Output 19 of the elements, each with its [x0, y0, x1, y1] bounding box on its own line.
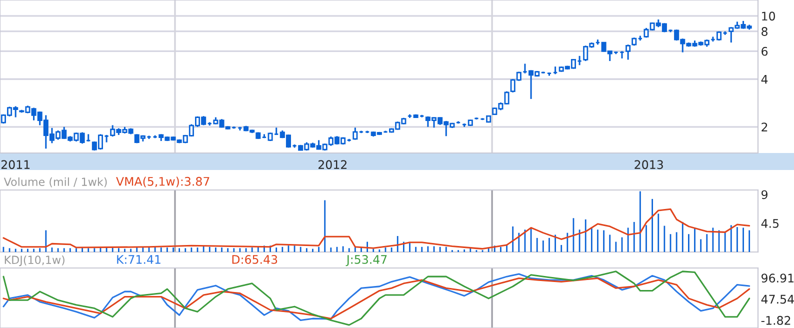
chart-title: KDJ(10,1w): [4, 255, 64, 266]
y-tick-label: 96.91: [762, 274, 794, 283]
text: J:53.47: [346, 254, 387, 266]
text: VMA(5,1w):3.87: [116, 176, 210, 188]
y-tick-label: 2: [762, 122, 768, 132]
chart-title: Volume (mil / 1wk): [4, 177, 107, 188]
x-tick-label: 2012: [318, 160, 346, 170]
y-tick-label: 8: [762, 27, 768, 36]
text: K:71.41: [117, 255, 160, 264]
y-tick-label: 6: [762, 46, 768, 56]
y-tick-label: 9: [762, 190, 768, 200]
y-tick-label: 10: [762, 12, 776, 21]
x-tick-label: 2011: [1, 160, 30, 170]
y-tick-label: 4: [761, 74, 768, 84]
y-tick-label: 4.5: [761, 219, 779, 228]
text: D:65.43: [232, 254, 278, 264]
y-tick-label: -1.82: [761, 316, 790, 325]
x-tick-label: 2013: [634, 160, 663, 170]
y-tick-label: 47.54: [761, 294, 794, 304]
